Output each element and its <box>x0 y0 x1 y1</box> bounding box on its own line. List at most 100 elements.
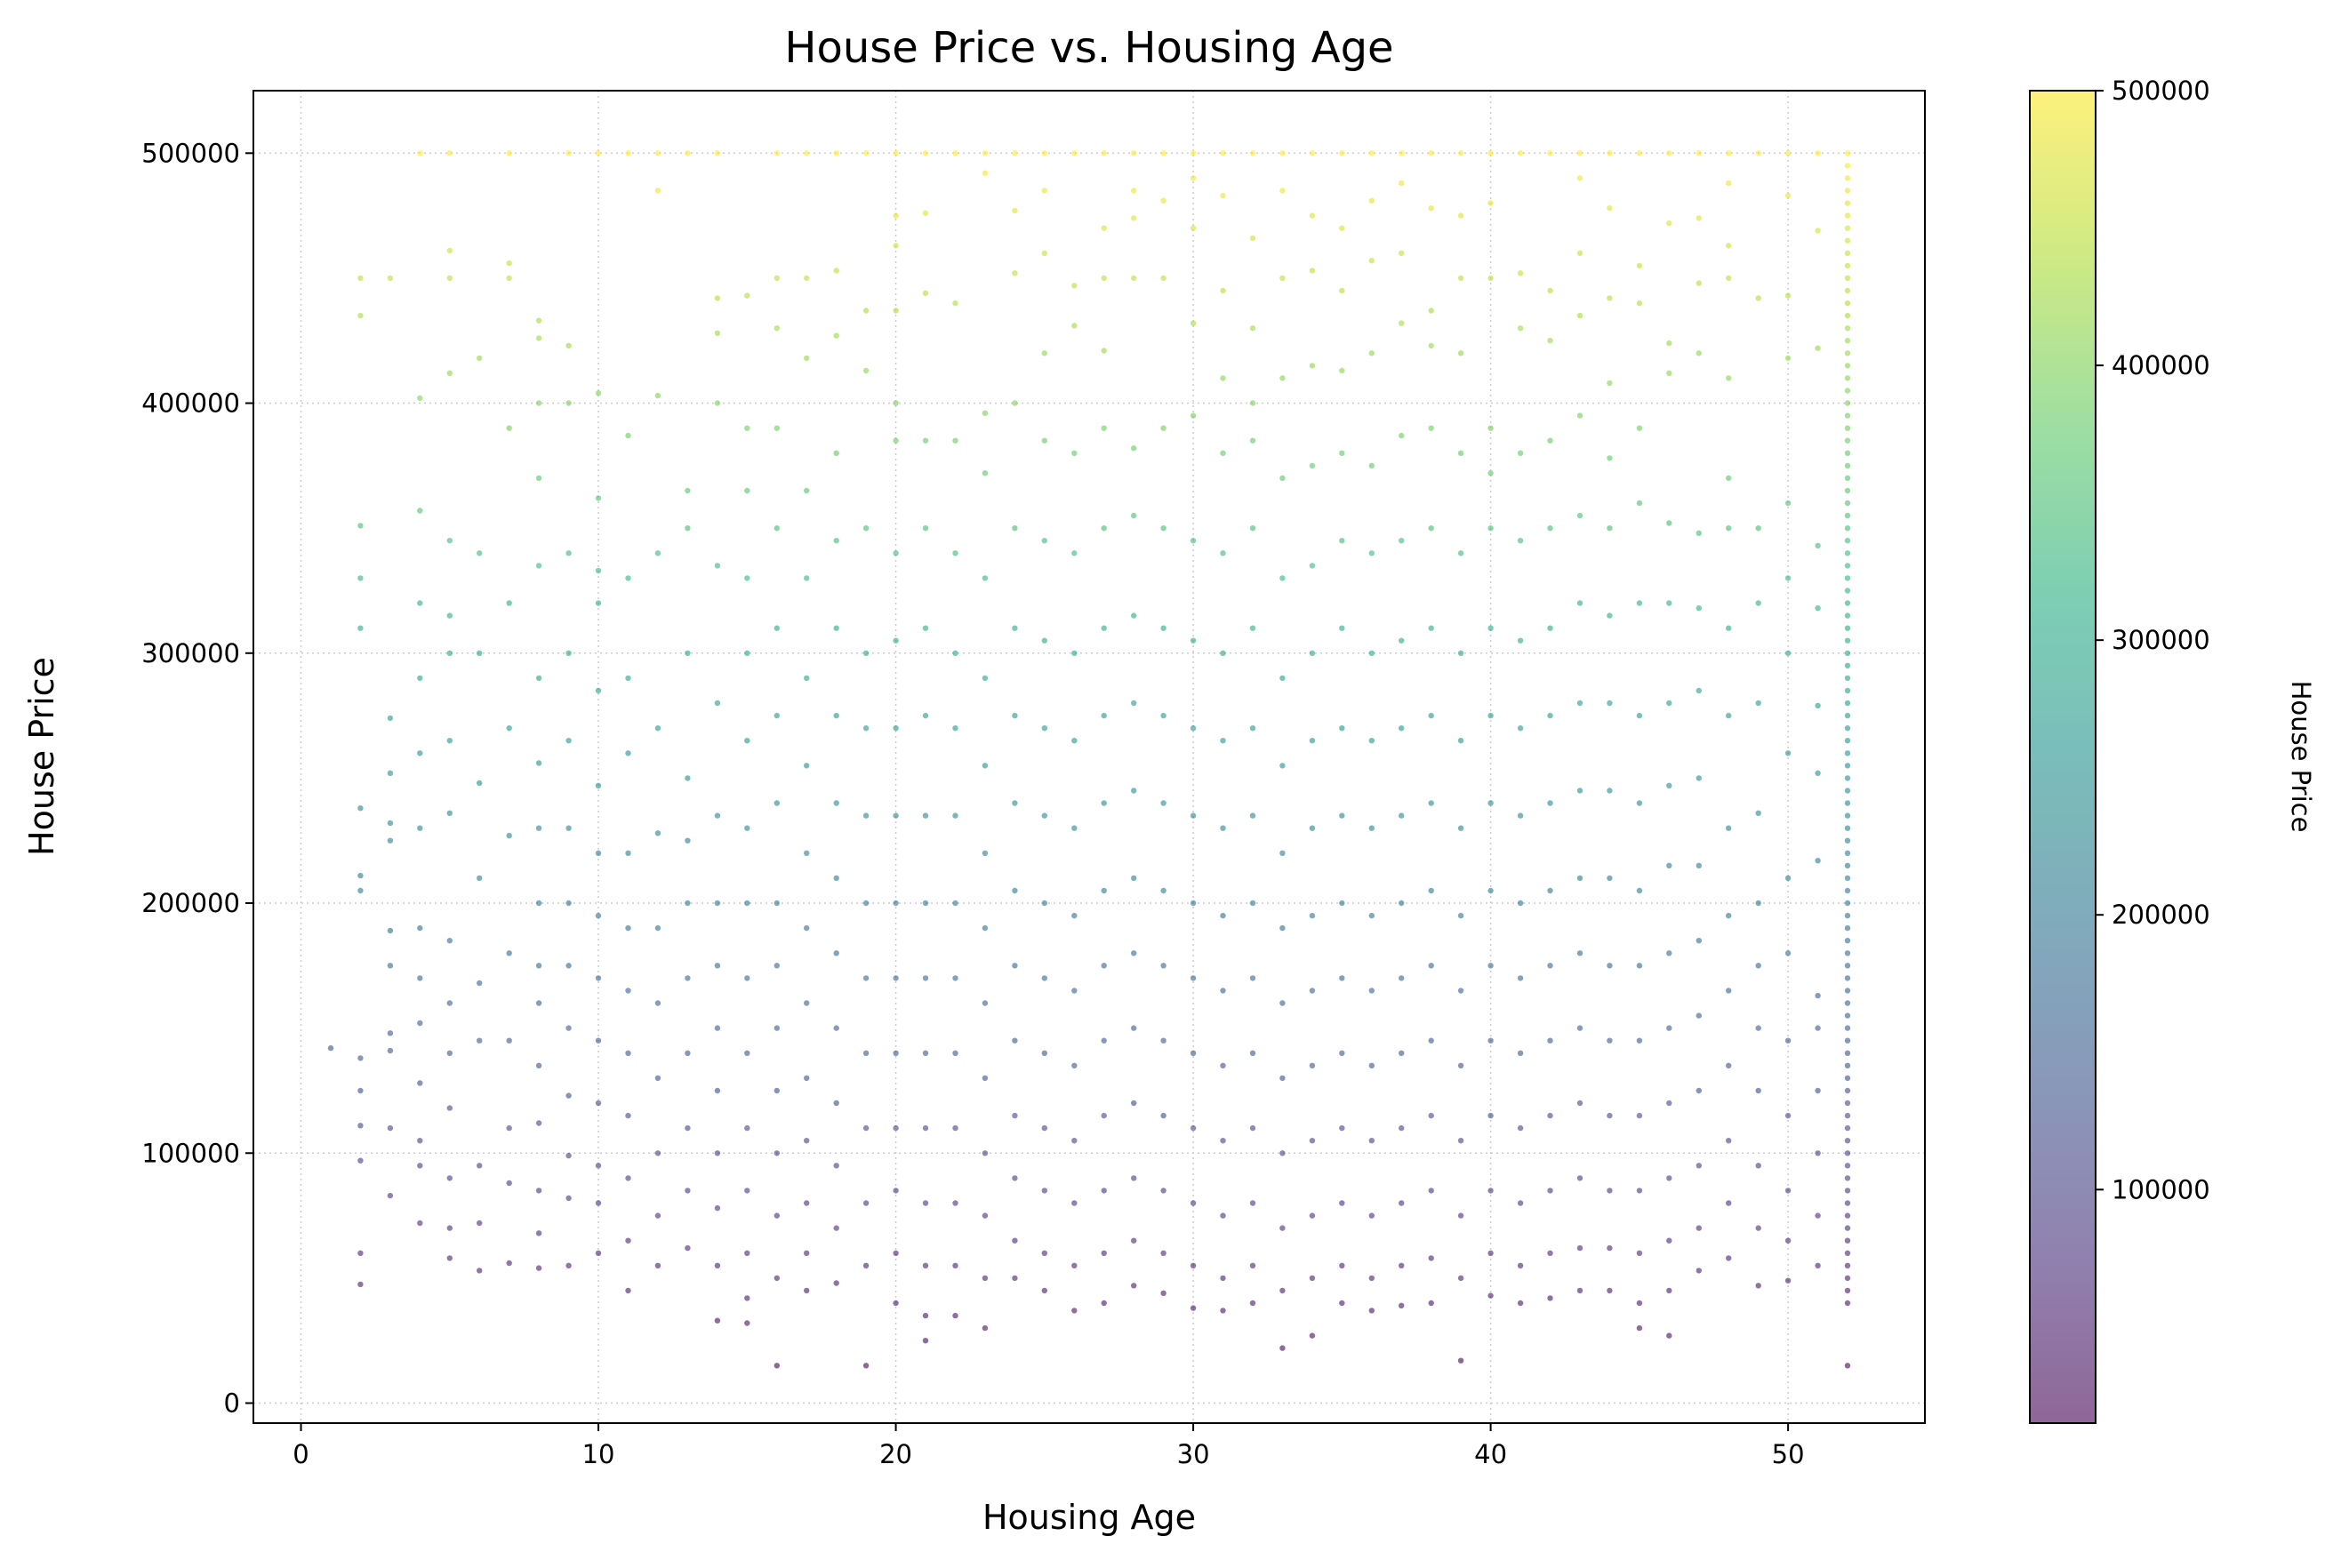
data-point <box>1517 1262 1524 1269</box>
data-point <box>1487 1037 1494 1044</box>
data-point <box>804 1250 810 1257</box>
data-point <box>862 1363 870 1369</box>
data-point <box>862 812 870 819</box>
data-point <box>1636 600 1643 606</box>
data-point <box>654 1000 661 1006</box>
data-point <box>774 1150 780 1156</box>
data-point <box>1279 1075 1286 1082</box>
data-point <box>1636 800 1643 806</box>
colorbar-tick-label: 300000 <box>2112 625 2210 655</box>
data-point <box>1428 525 1434 532</box>
data-point <box>1071 1062 1078 1069</box>
data-point <box>1666 1100 1672 1107</box>
data-point <box>477 1220 483 1227</box>
data-point <box>1487 712 1494 719</box>
data-point <box>804 1138 810 1144</box>
data-point <box>1131 512 1137 519</box>
scatter-points <box>327 150 1851 1369</box>
colorbar-tick-label: 100000 <box>2112 1174 2210 1204</box>
data-point <box>1041 437 1048 444</box>
data-point <box>1547 712 1553 719</box>
data-point <box>654 1150 661 1156</box>
data-point <box>952 1200 958 1206</box>
data-point <box>357 1250 364 1257</box>
data-point <box>1547 150 1553 156</box>
data-point <box>1844 637 1851 644</box>
data-point <box>1190 320 1197 326</box>
data-point <box>1844 538 1851 544</box>
data-point <box>774 325 780 332</box>
data-point <box>1844 550 1851 556</box>
data-point <box>1636 150 1643 156</box>
data-point <box>477 980 483 987</box>
data-point <box>1249 625 1256 631</box>
data-point <box>1101 425 1107 431</box>
data-point <box>1131 1100 1137 1107</box>
data-point <box>833 1163 839 1169</box>
data-point <box>744 1250 750 1257</box>
data-point <box>1576 312 1583 319</box>
data-point <box>1547 525 1553 532</box>
data-point <box>1547 338 1553 344</box>
data-point <box>1696 530 1703 536</box>
data-point <box>1368 912 1375 919</box>
data-point <box>922 812 929 819</box>
data-point <box>1815 1262 1821 1269</box>
data-point <box>1339 450 1345 456</box>
data-point <box>1012 800 1018 806</box>
data-point <box>1457 1062 1464 1069</box>
data-point <box>595 1200 602 1206</box>
data-point <box>685 1050 691 1057</box>
colorbar-tick-label: 500000 <box>2112 76 2210 106</box>
data-point <box>1696 1268 1703 1274</box>
data-point <box>1012 1175 1018 1181</box>
data-point <box>922 1124 929 1132</box>
data-point <box>1755 525 1761 532</box>
data-point <box>1220 1062 1226 1069</box>
data-point <box>1815 1025 1821 1031</box>
data-point <box>1784 950 1792 956</box>
data-point <box>1517 812 1524 819</box>
data-point <box>1815 228 1821 234</box>
data-point <box>535 1062 542 1069</box>
data-point <box>862 1262 870 1269</box>
data-point <box>1071 1138 1078 1144</box>
data-point <box>1101 225 1107 231</box>
data-point <box>1279 763 1286 769</box>
data-point <box>1844 1212 1851 1219</box>
data-point <box>1249 235 1256 242</box>
data-point <box>1844 1100 1851 1107</box>
data-point <box>1457 988 1464 994</box>
data-point <box>1696 775 1703 781</box>
data-point <box>1249 150 1256 156</box>
data-point <box>506 1124 512 1132</box>
data-point <box>952 812 958 819</box>
data-point <box>1844 250 1851 256</box>
data-point <box>893 975 899 981</box>
data-point <box>595 782 602 788</box>
data-point <box>565 900 572 907</box>
data-point <box>774 525 780 532</box>
data-point <box>1339 1262 1345 1269</box>
data-point <box>1309 1062 1316 1069</box>
data-point <box>744 575 750 581</box>
data-point <box>1457 825 1464 831</box>
data-point <box>1220 550 1226 556</box>
data-point <box>1368 150 1375 156</box>
data-point <box>387 275 394 282</box>
data-point <box>446 1000 453 1006</box>
data-point <box>1190 175 1197 181</box>
data-point <box>1012 1112 1018 1119</box>
data-point <box>952 150 958 156</box>
data-point <box>1517 538 1524 544</box>
data-point <box>387 1047 394 1054</box>
data-point <box>1160 150 1166 156</box>
data-point <box>1517 725 1524 732</box>
data-point <box>804 575 810 581</box>
data-point <box>1784 500 1792 507</box>
data-point <box>1844 1037 1851 1044</box>
data-point <box>1190 637 1197 644</box>
data-point <box>1457 1138 1464 1144</box>
data-point <box>893 1250 899 1257</box>
data-point <box>1339 812 1345 819</box>
